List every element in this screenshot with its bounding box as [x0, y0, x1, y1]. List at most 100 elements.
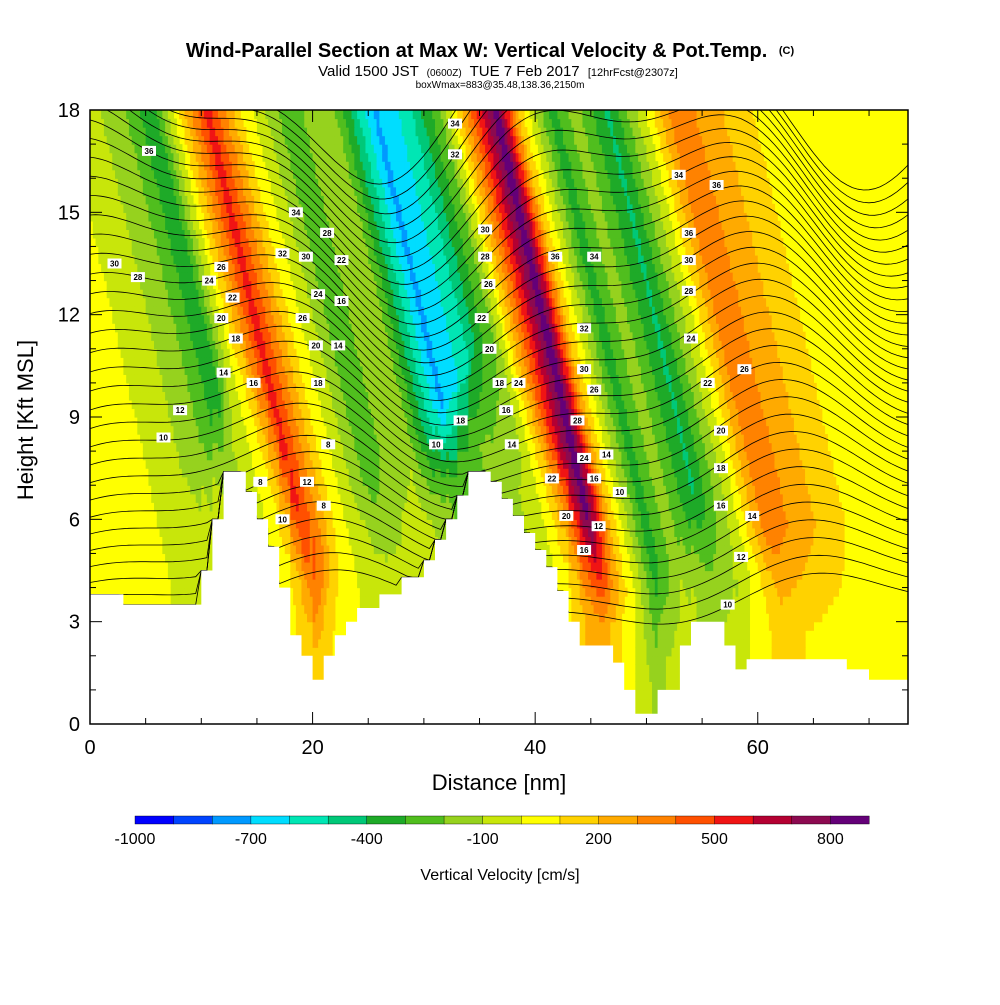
velocity-cell-3529 — [638, 570, 642, 580]
velocity-cell-2292 — [679, 621, 684, 631]
velocity-cell-4931 — [813, 519, 817, 529]
velocity-cell-4416 — [638, 536, 642, 546]
velocity-cell-3102 — [652, 587, 656, 597]
velocity-cell-1598 — [315, 647, 319, 657]
velocity-cell-2579 — [309, 604, 314, 614]
velocity-cell-4167 — [565, 544, 570, 555]
velocity-cell-4687 — [768, 527, 773, 537]
velocity-cell-2313 — [738, 621, 742, 631]
velocity-cell-4117 — [415, 544, 419, 555]
velocity-cell-2950 — [170, 587, 175, 597]
velocity-cell-4468 — [791, 536, 795, 546]
velocity-cell-4624 — [576, 527, 581, 537]
velocity-cell-4863 — [610, 519, 614, 529]
velocity-cell-4630 — [593, 527, 597, 537]
velocity-cell-3878 — [371, 553, 375, 563]
velocity-cell-1789 — [307, 638, 311, 648]
velocity-cell-4694 — [788, 527, 792, 537]
velocity-cell-3961 — [613, 553, 617, 563]
velocity-cell-4790 — [396, 519, 400, 529]
velocity-cell-4426 — [665, 536, 670, 546]
velocity-cell-4641 — [632, 527, 636, 537]
velocity-cell-4228 — [752, 544, 756, 555]
velocity-cell-2578 — [307, 604, 311, 614]
velocity-cell-3368 — [805, 579, 809, 589]
velocity-cell-3089 — [607, 587, 611, 597]
velocity-cell-3131 — [732, 587, 737, 597]
velocity-cell-3297 — [588, 579, 592, 589]
velocity-cell-1933 — [785, 638, 789, 648]
velocity-cell-4768 — [320, 519, 325, 529]
velocity-cell-2780 — [293, 596, 297, 606]
velocity-cell-1312 — [654, 664, 659, 674]
velocity-cell-3291 — [571, 579, 575, 589]
velocity-cell-3808 — [821, 561, 826, 572]
velocity-cell-3595 — [832, 570, 837, 580]
velocity-cell-3570 — [763, 570, 767, 580]
velocity-cell-2507 — [724, 613, 728, 623]
velocity-cell-3531 — [643, 570, 648, 580]
velocity-cell-4761 — [301, 519, 305, 529]
velocity-cell-4732 — [206, 519, 211, 529]
velocity-cell-3520 — [601, 570, 606, 580]
velocity-cell-3355 — [768, 579, 773, 589]
velocity-cell-3212 — [318, 579, 322, 589]
velocity-cell-1737 — [780, 647, 784, 657]
velocity-cell-3351 — [746, 579, 751, 589]
velocity-cell-3790 — [771, 561, 776, 572]
velocity-cell-2734 — [807, 604, 812, 614]
velocity-cell-3004 — [334, 587, 339, 597]
velocity-cell-2293 — [682, 621, 687, 631]
velocity-cell-2886 — [638, 596, 642, 606]
velocity-cell-2783 — [301, 596, 305, 606]
velocity-cell-4715 — [159, 519, 163, 529]
velocity-cell-531 — [640, 698, 645, 708]
velocity-cell-2508 — [727, 613, 731, 623]
velocity-cell-2484 — [660, 613, 664, 623]
velocity-cell-3829 — [201, 553, 205, 563]
velocity-cell-2515 — [746, 613, 751, 623]
velocity-cell-1937 — [796, 638, 801, 648]
velocity-cell-4306 — [301, 536, 305, 546]
velocity-cell-4030 — [824, 553, 828, 563]
velocity-cell-2787 — [312, 596, 316, 606]
velocity-cell-1595 — [307, 647, 311, 657]
velocity-cell-3320 — [660, 579, 664, 589]
velocity-cell-3772 — [710, 561, 714, 572]
velocity-cell-3994 — [713, 553, 717, 563]
velocity-cell-4689 — [774, 527, 778, 537]
velocity-cell-3169 — [184, 579, 188, 589]
velocity-cell-3728 — [579, 561, 584, 572]
velocity-cell-931 — [674, 681, 678, 691]
velocity-cell-3311 — [635, 579, 639, 589]
velocity-cell-1703 — [663, 647, 667, 657]
velocity-cell-4794 — [407, 519, 411, 529]
velocity-cell-4431 — [679, 536, 684, 546]
velocity-cell-2509 — [729, 613, 734, 623]
velocity-cell-4000 — [729, 553, 734, 563]
velocity-cell-2115 — [729, 630, 734, 640]
velocity-cell-2586 — [329, 604, 333, 614]
velocity-cell-1905 — [685, 638, 689, 648]
velocity-cell-3434 — [329, 570, 333, 580]
velocity-cell-3112 — [679, 587, 684, 597]
velocity-cell-1985 — [312, 630, 316, 640]
velocity-cell-3014 — [384, 587, 389, 597]
velocity-cell-1892 — [649, 638, 653, 648]
velocity-cell-1125 — [674, 672, 678, 682]
velocity-cell-2895 — [663, 596, 667, 606]
velocity-cell-3639 — [298, 561, 303, 572]
velocity-cell-2885 — [635, 596, 639, 606]
velocity-cell-3516 — [590, 570, 595, 580]
velocity-cell-3101 — [649, 587, 653, 597]
velocity-cell-4653 — [665, 527, 670, 537]
velocity-cell-4016 — [785, 553, 789, 563]
velocity-cell-4413 — [629, 536, 634, 546]
velocity-cell-3608 — [195, 561, 200, 572]
velocity-cell-4463 — [777, 536, 781, 546]
velocity-cell-4427 — [668, 536, 673, 546]
velocity-cell-3596 — [835, 570, 840, 580]
velocity-cell-2180 — [315, 621, 319, 631]
velocity-cell-4489 — [165, 527, 169, 537]
velocity-cell-3329 — [685, 579, 689, 589]
